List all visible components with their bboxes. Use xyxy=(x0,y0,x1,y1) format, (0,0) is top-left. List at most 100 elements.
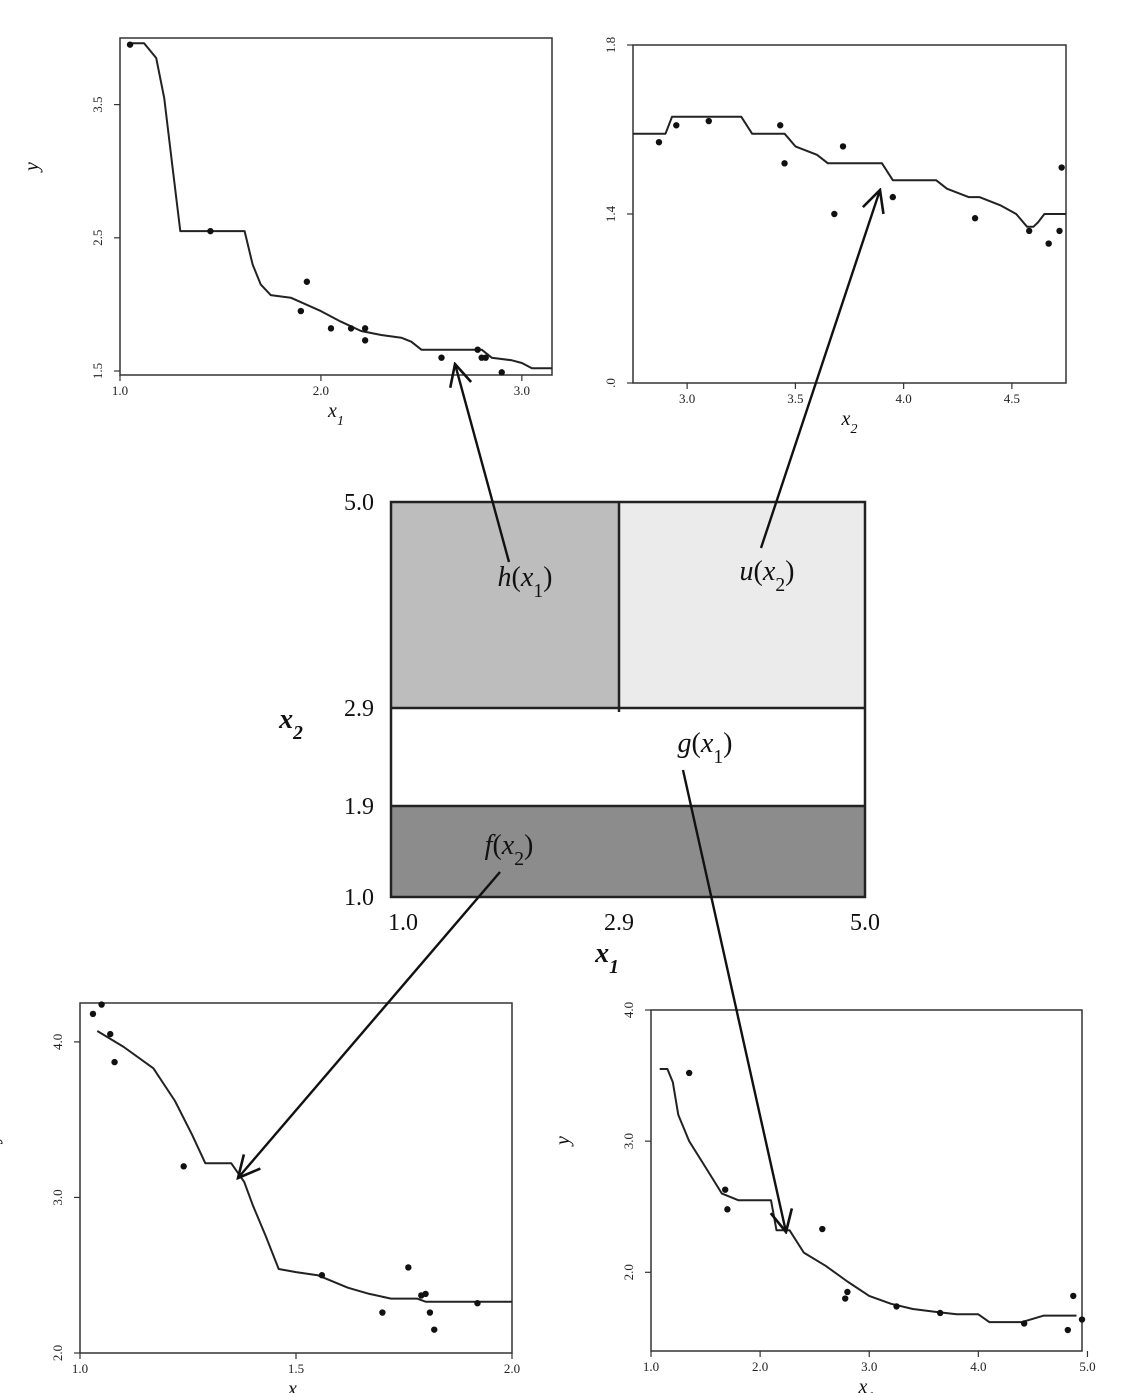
x-tick-label: 4.5 xyxy=(1004,391,1020,406)
region-u xyxy=(619,502,865,708)
y-tick-label: 3.0 xyxy=(50,1189,65,1205)
data-point xyxy=(361,325,369,332)
data-point xyxy=(1056,227,1063,235)
region-x-tick-label: 5.0 xyxy=(850,910,880,936)
data-point xyxy=(111,1058,118,1066)
data-point xyxy=(685,1069,693,1077)
smooth-line xyxy=(659,1068,1077,1324)
data-point xyxy=(721,1186,729,1193)
y-tick-label: 1.5 xyxy=(90,363,105,379)
plot-frame xyxy=(79,1002,513,1354)
plot-frame xyxy=(650,1009,1083,1352)
x-tick-label: 1.0 xyxy=(72,1361,88,1376)
data-point xyxy=(842,1295,849,1302)
data-point xyxy=(936,1309,944,1317)
data-point xyxy=(422,1290,429,1298)
x-tick-label: 3.0 xyxy=(514,383,530,398)
region-border xyxy=(389,500,867,899)
region-label-g: g(x1) xyxy=(678,728,733,768)
x-tick-label: 1.5 xyxy=(288,1361,304,1376)
region-label-u: u(x2) xyxy=(740,556,795,596)
data-point xyxy=(777,122,784,129)
data-point xyxy=(705,117,712,125)
arrow-g xyxy=(681,769,786,1232)
region-y-axis-label: x2 xyxy=(278,704,303,744)
region-h xyxy=(391,502,619,708)
y-axis-label: y xyxy=(21,162,43,173)
data-point xyxy=(831,210,838,218)
plot-frame xyxy=(119,37,553,376)
x-tick-label: 3.5 xyxy=(787,391,803,406)
region-label-h: h(x1) xyxy=(498,562,553,602)
y-tick-label: 4.0 xyxy=(50,1034,65,1050)
region-x-tick-label: 2.9 xyxy=(604,910,634,936)
data-point xyxy=(1064,1326,1072,1334)
x-tick-label: 1.0 xyxy=(112,383,128,398)
y-tick-label: 3.5 xyxy=(90,96,105,112)
region-y-tick-label: 5.0 xyxy=(344,490,374,516)
smooth-line xyxy=(96,1030,512,1303)
data-point xyxy=(655,138,663,146)
y-axis-label: y xyxy=(0,1133,3,1144)
data-point xyxy=(89,1010,97,1018)
data-point xyxy=(297,307,305,315)
plot-u: 3.0 3.5 4.0 4.5 .0 1.4 1.8 x2 xyxy=(603,37,1067,437)
arrow-f xyxy=(238,871,501,1178)
data-point xyxy=(180,1163,187,1170)
data-point xyxy=(318,1272,326,1279)
x-axis-label: x2 xyxy=(841,408,858,437)
data-point xyxy=(347,325,355,332)
y-tick-label: 2.0 xyxy=(50,1345,65,1361)
data-point xyxy=(819,1225,826,1233)
region-label-f: f(x2) xyxy=(485,830,534,870)
x-tick-label: 2.0 xyxy=(504,1361,520,1376)
x-axis-label: x1 xyxy=(858,1376,875,1393)
data-point xyxy=(893,1303,900,1310)
region-x-axis-label: x1 xyxy=(594,938,619,978)
x-tick-label: 2.0 xyxy=(313,383,329,398)
y-tick-label: 1.4 xyxy=(603,205,618,222)
region-y-tick-label: 1.0 xyxy=(344,885,374,911)
y-axis-label: y xyxy=(552,1136,574,1147)
x-tick-label: 3.0 xyxy=(861,1359,877,1374)
y-tick-label: 3.0 xyxy=(621,1133,636,1149)
data-point xyxy=(405,1264,412,1271)
data-point xyxy=(431,1326,438,1333)
region-f xyxy=(391,806,865,897)
y-tick-label: .0 xyxy=(603,378,618,388)
smooth-line xyxy=(130,42,552,370)
x-tick-label: 5.0 xyxy=(1079,1359,1095,1374)
data-point xyxy=(1045,240,1052,247)
plot-g: 1.0 2.0 3.0 4.0 5.0 2.0 3.0 4.0 x1 y xyxy=(552,1002,1096,1393)
data-point xyxy=(327,325,335,332)
data-point xyxy=(474,1300,481,1307)
region-y-tick-label: 1.9 xyxy=(344,794,374,820)
data-point xyxy=(1070,1292,1077,1300)
region-g xyxy=(391,708,865,806)
arrow-h xyxy=(455,364,511,563)
data-point xyxy=(1078,1316,1086,1323)
arrow-u xyxy=(759,190,880,549)
data-point xyxy=(361,337,369,344)
data-point xyxy=(379,1309,386,1316)
x-tick-label: 1.0 xyxy=(643,1359,659,1374)
data-point xyxy=(474,346,481,353)
data-point xyxy=(303,278,311,285)
x-axis-label: x1 xyxy=(327,400,344,429)
data-point xyxy=(724,1206,731,1213)
region-map: h(x1) u(x2) g(x1) f(x2) 1.0 2.9 5.0 1.0 1.9 2.9 5.… xyxy=(278,490,880,978)
data-point xyxy=(98,1001,105,1008)
data-point xyxy=(426,1309,434,1316)
data-point xyxy=(844,1288,851,1296)
data-point xyxy=(438,354,445,361)
plot-h: 1.0 2.0 3.0 1.5 2.5 3.5 x1 y xyxy=(21,37,553,429)
data-point xyxy=(1025,227,1033,235)
region-x-tick-label: 1.0 xyxy=(388,910,418,936)
data-point xyxy=(889,193,896,201)
x-tick-label: 4.0 xyxy=(970,1359,986,1374)
data-point xyxy=(839,143,847,150)
data-point xyxy=(207,227,214,235)
data-point xyxy=(1058,164,1065,171)
plot-f: 1.0 1.5 2.0 2.0 3.0 4.0 x2 y xyxy=(0,1001,520,1393)
